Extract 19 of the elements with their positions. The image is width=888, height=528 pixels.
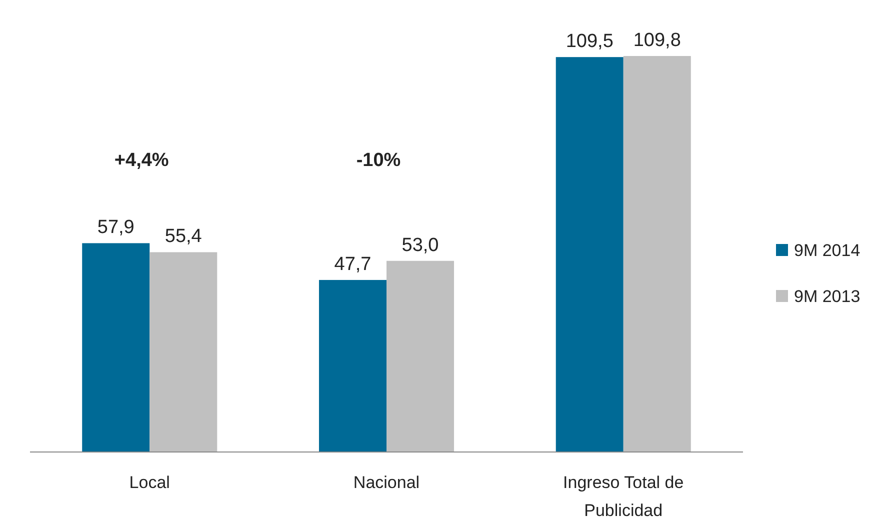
legend-label: 9M 2014: [794, 241, 860, 260]
data-label: 55,4: [164, 226, 202, 248]
x-tick-label: Local: [129, 473, 170, 492]
x-tick-label: Nacional: [353, 473, 420, 492]
bar: [556, 57, 624, 452]
bar: [386, 260, 454, 452]
data-label: 57,9: [97, 217, 134, 238]
x-tick-label: Ingreso Total de Publicidad: [563, 473, 684, 520]
data-label: 47,7: [334, 254, 372, 275]
bar: [150, 252, 218, 452]
legend-label: 9M 2013: [794, 287, 860, 306]
bar: [318, 280, 386, 452]
data-label: 109,5: [566, 31, 614, 52]
annotation: -10%: [356, 150, 401, 171]
data-label: 53,0: [402, 234, 439, 256]
bar: [82, 243, 150, 452]
data-label: 109,8: [633, 30, 681, 51]
bar: [623, 56, 691, 452]
annotation: +4,4%: [114, 150, 169, 171]
